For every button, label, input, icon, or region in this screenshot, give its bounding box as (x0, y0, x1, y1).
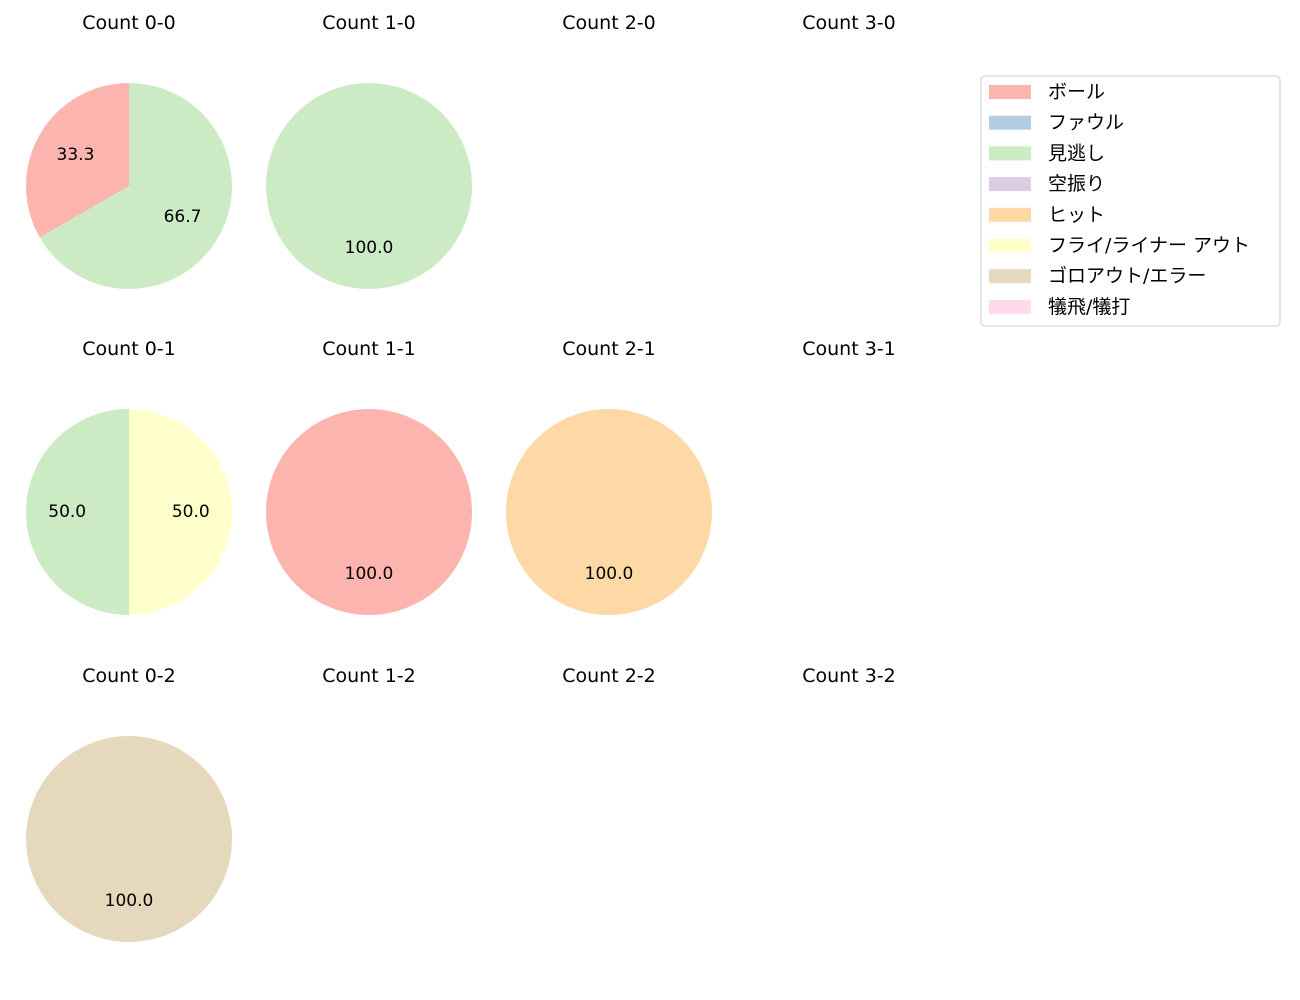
legend-swatch (989, 299, 1031, 314)
pie-slice (26, 736, 232, 942)
slice-label: 50.0 (172, 502, 210, 522)
pie-panel: Count 3-2 (802, 665, 896, 687)
panel-title: Count 3-2 (802, 665, 896, 687)
panel-title: Count 2-1 (562, 338, 656, 360)
legend-label: ゴロアウト/エラー (1048, 265, 1206, 287)
slice-label: 100.0 (345, 238, 394, 258)
slice-label: 66.7 (164, 207, 202, 227)
pie-panel: Count 0-1 50.0 50.0 (26, 338, 232, 615)
legend-label: 犠飛/犠打 (1048, 296, 1130, 318)
pie-panel: Count 1-2 (322, 665, 416, 687)
legend-swatch (989, 146, 1031, 161)
pie-panel: Count 2-0 (562, 12, 656, 34)
slice-label: 33.3 (57, 145, 95, 165)
legend-label: 見逃し (1048, 142, 1105, 164)
pie-panel: Count 2-1 100.0 (506, 338, 712, 615)
pie-slice (26, 83, 130, 238)
legend-swatch (989, 85, 1031, 99)
legend-label: 空振り (1048, 173, 1105, 195)
slice-label: 100.0 (585, 564, 634, 584)
pie-panel: Count 0-2 100.0 (26, 665, 232, 942)
legend-label: ボール (1048, 81, 1105, 103)
legend-frame (980, 75, 1281, 327)
pie-panels: Count 0-0 33.3 66.7 Count 1-0 100.0 Count 2-0… (26, 12, 896, 942)
pie-slice (266, 409, 472, 615)
pie-slice (26, 409, 129, 615)
panel-title: Count 3-1 (802, 338, 896, 360)
pie-slice (506, 409, 712, 615)
slice-label: 100.0 (105, 891, 154, 911)
pie-panel: Count 0-0 33.3 66.7 (26, 12, 233, 289)
pie-slice (129, 409, 232, 615)
pie-panel: Count 3-1 (802, 338, 896, 360)
pie-panel: Count 3-0 (802, 12, 896, 34)
legend-swatch (989, 269, 1031, 284)
slice-label: 100.0 (345, 564, 394, 584)
pie-panel: Count 1-0 100.0 (266, 12, 472, 289)
panel-title: Count 2-2 (562, 665, 656, 687)
legend-label: ファウル (1048, 112, 1124, 134)
legend-swatch (989, 177, 1031, 192)
panel-title: Count 1-1 (322, 338, 416, 360)
panel-title: Count 1-0 (322, 12, 416, 34)
legend-swatch (989, 115, 1031, 130)
panel-title: Count 3-0 (802, 12, 896, 34)
panel-title: Count 1-2 (322, 665, 416, 687)
legend-label: ヒット (1048, 204, 1105, 226)
legend-swatch (989, 207, 1031, 222)
legend-swatch (989, 238, 1031, 253)
pie-slice (39, 83, 233, 289)
panel-title: Count 0-0 (82, 12, 176, 34)
panel-title: Count 0-2 (82, 665, 176, 687)
panel-title: Count 2-0 (562, 12, 656, 34)
legend-label: フライ/ライナー アウト (1048, 235, 1250, 257)
pie-slice (266, 83, 472, 289)
panel-title: Count 0-1 (82, 338, 176, 360)
pie-panel: Count 1-1 100.0 (266, 338, 472, 615)
slice-label: 50.0 (48, 502, 86, 522)
pie-panel: Count 2-2 (562, 665, 656, 687)
